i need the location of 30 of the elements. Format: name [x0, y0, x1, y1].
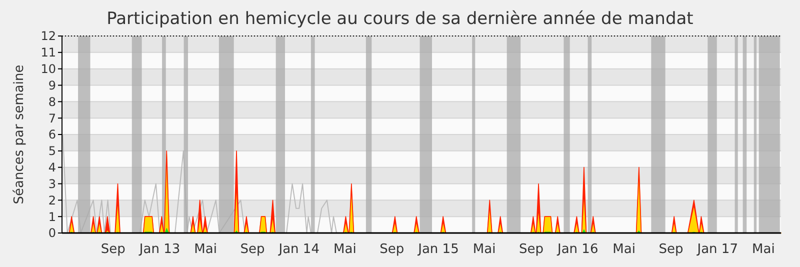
y-tick-label: 8	[48, 94, 56, 109]
y-tick-label: 9	[48, 78, 56, 92]
y-tick-label: 7	[48, 111, 56, 126]
x-tick-label: Sep	[658, 242, 684, 257]
x-tick-label: Mai	[752, 242, 775, 257]
x-tick-label: Jan 17	[696, 242, 738, 257]
x-tick-label: Jan 16	[556, 242, 598, 257]
y-tick-label: 0	[48, 226, 56, 240]
y-tick-label: 3	[48, 176, 56, 191]
x-tick-label: Mai	[612, 242, 636, 257]
y-axis-title: Séances par semaine	[12, 64, 27, 204]
x-tick-label: Jan 13	[138, 242, 180, 257]
y-tick-label: 5	[48, 144, 56, 158]
y-tick-label: 2	[48, 193, 56, 208]
y-tick-label: 11	[40, 46, 56, 60]
x-tick-label: Sep	[519, 242, 544, 257]
x-tick-label: Sep	[100, 242, 126, 257]
chart-title: Participation en hemicycle au cours de sa dernière année de mandat	[106, 9, 694, 29]
y-tick-label: 10	[40, 62, 56, 76]
x-tick-label: Mai	[194, 242, 217, 257]
x-tick-label: Jan 14	[278, 242, 320, 257]
x-tick-label: Sep	[240, 242, 265, 257]
x-tick-label: Mai	[472, 242, 496, 257]
y-tick-label: 6	[48, 128, 56, 142]
x-tick-label: Sep	[380, 242, 404, 257]
y-tick-label: 4	[48, 160, 56, 175]
y-tick-label: 12	[40, 29, 56, 44]
y-tick-label: 1	[48, 210, 56, 224]
x-tick-label: Mai	[334, 242, 356, 257]
x-tick-label: Jan 15	[417, 242, 459, 257]
